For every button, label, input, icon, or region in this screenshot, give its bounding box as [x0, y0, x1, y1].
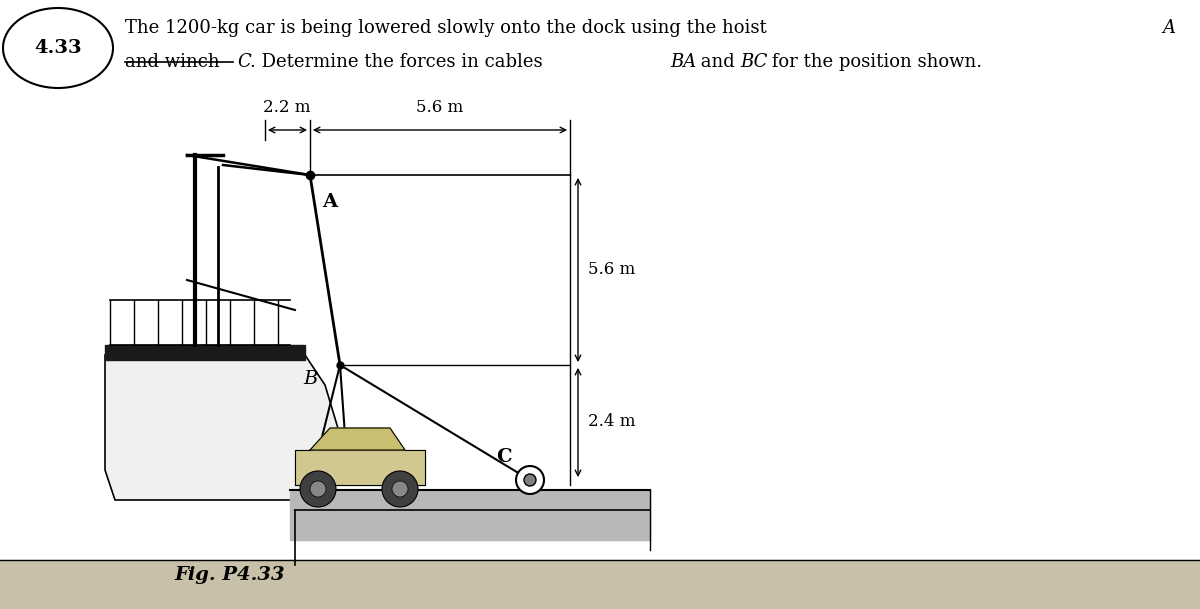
Polygon shape — [106, 355, 340, 500]
Text: 5.6 m: 5.6 m — [588, 261, 635, 278]
Text: BA: BA — [670, 53, 696, 71]
Text: A: A — [1162, 19, 1175, 37]
Circle shape — [524, 474, 536, 486]
Polygon shape — [0, 560, 1200, 609]
Text: 5.6 m: 5.6 m — [416, 99, 463, 116]
Polygon shape — [290, 490, 650, 540]
Text: C: C — [238, 53, 251, 71]
Text: The 1200-kg car is being lowered slowly onto the dock using the hoist: The 1200-kg car is being lowered slowly … — [125, 19, 773, 37]
Text: A: A — [322, 193, 337, 211]
Circle shape — [382, 471, 418, 507]
Polygon shape — [106, 345, 305, 360]
Text: and: and — [695, 53, 740, 71]
Circle shape — [310, 481, 326, 497]
Text: and winch: and winch — [125, 53, 226, 71]
Circle shape — [516, 466, 544, 494]
Text: 4.33: 4.33 — [34, 39, 82, 57]
Text: C: C — [497, 448, 512, 466]
Text: 2.4 m: 2.4 m — [588, 414, 636, 431]
Polygon shape — [310, 428, 406, 450]
Circle shape — [300, 471, 336, 507]
Text: for the position shown.: for the position shown. — [766, 53, 982, 71]
Text: 2.2 m: 2.2 m — [263, 99, 311, 116]
Circle shape — [392, 481, 408, 497]
Text: . Determine the forces in cables: . Determine the forces in cables — [250, 53, 548, 71]
Polygon shape — [295, 510, 650, 540]
Text: BC: BC — [740, 53, 767, 71]
Text: B: B — [304, 370, 318, 388]
Polygon shape — [295, 450, 425, 485]
Text: Fig. P4.33: Fig. P4.33 — [175, 566, 286, 584]
